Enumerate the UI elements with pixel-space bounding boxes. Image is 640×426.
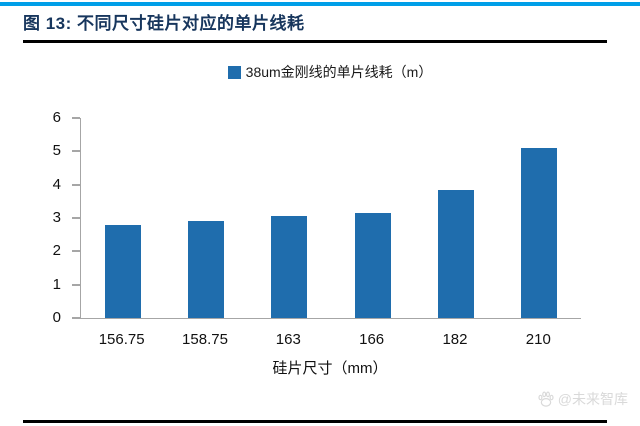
y-tick-mark bbox=[72, 283, 80, 286]
y-tick-label: 2 bbox=[52, 242, 61, 260]
x-tick-label: 166 bbox=[359, 331, 385, 348]
y-tick-label: 4 bbox=[52, 175, 61, 193]
bar-cell bbox=[164, 118, 247, 318]
bar bbox=[354, 213, 391, 318]
bottom-divider bbox=[23, 420, 607, 423]
legend-swatch-icon bbox=[227, 65, 241, 79]
paw-icon bbox=[538, 391, 554, 407]
y-tick-label: 1 bbox=[52, 275, 61, 293]
chart-legend: 38um金刚线的单片线耗（m） bbox=[80, 62, 580, 82]
watermark: @未来智库 bbox=[537, 389, 628, 409]
legend-label: 38um金刚线的单片线耗（m） bbox=[245, 64, 433, 80]
x-tick-label: 158.75 bbox=[182, 331, 228, 348]
bar-cell bbox=[81, 118, 164, 318]
x-axis-title: 硅片尺寸（mm） bbox=[272, 360, 388, 377]
bar bbox=[521, 148, 558, 318]
y-tick-mark bbox=[72, 250, 80, 253]
figure-title: 图 13: 不同尺寸硅片对应的单片线耗 bbox=[23, 14, 305, 33]
watermark-text: @未来智库 bbox=[557, 391, 628, 407]
plot-area: 0 1 2 3 4 5 6 bbox=[53, 109, 581, 326]
y-tick-label: 3 bbox=[52, 209, 61, 226]
y-tick-mark bbox=[72, 183, 80, 186]
bar bbox=[437, 189, 474, 318]
bar-cell bbox=[331, 118, 414, 318]
x-tick-label: 182 bbox=[442, 331, 468, 348]
bar bbox=[271, 216, 308, 318]
y-tick-label: 5 bbox=[52, 142, 61, 160]
y-tick-label: 6 bbox=[52, 109, 61, 126]
y-tick-mark bbox=[72, 150, 80, 153]
bar-cell bbox=[498, 118, 581, 318]
x-tick-label: 163 bbox=[275, 331, 301, 348]
x-tick-label: 210 bbox=[525, 331, 551, 348]
y-tick-mark bbox=[72, 117, 80, 119]
bar-cell bbox=[248, 118, 331, 318]
bar bbox=[104, 224, 141, 318]
y-tick-mark bbox=[72, 217, 80, 219]
bar-cell bbox=[414, 118, 497, 318]
top-accent-rule bbox=[0, 2, 640, 6]
x-tick-label: 156.75 bbox=[98, 331, 145, 348]
y-tick-mark bbox=[72, 317, 80, 319]
bars-row bbox=[81, 118, 581, 318]
x-axis-labels: 156.75 158.75 163 166 182 210 bbox=[80, 331, 580, 348]
title-divider bbox=[23, 40, 607, 43]
bar bbox=[187, 221, 224, 318]
y-tick-label: 0 bbox=[52, 309, 61, 326]
